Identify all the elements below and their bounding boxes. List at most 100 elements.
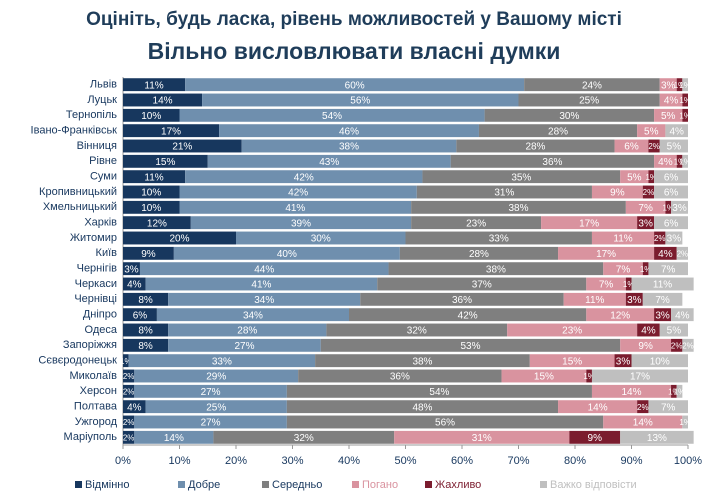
data-label: 34% (243, 310, 263, 321)
bar-segment (213, 430, 395, 444)
data-label: 27% (234, 341, 254, 352)
data-label: 3% (638, 218, 653, 229)
legend-swatch (75, 481, 82, 488)
data-label: 33% (212, 356, 232, 367)
data-label: 6% (133, 310, 148, 321)
bar-segment (185, 78, 525, 92)
bar-segment (405, 231, 592, 245)
bar-segment (648, 400, 688, 414)
bar-segment (190, 216, 412, 230)
data-label: 11% (585, 295, 604, 306)
data-label: 9% (638, 341, 653, 352)
bar-segment (591, 369, 688, 383)
data-label: 38% (508, 203, 528, 214)
data-label: 3% (627, 295, 642, 306)
bar-segment (654, 231, 666, 245)
bar-segment (168, 292, 361, 306)
bar-segment (637, 323, 660, 337)
bar-segment (665, 231, 683, 245)
y-tick-label: Київ (96, 247, 118, 259)
legend-swatch (262, 481, 269, 488)
y-tick-label: Чернівці (74, 293, 117, 305)
bar-segment (123, 246, 174, 260)
bar-segment (202, 93, 519, 107)
bar-segment (654, 308, 672, 322)
bar-segment (123, 216, 191, 230)
bar-segment (168, 338, 321, 352)
bar-segment (450, 154, 655, 168)
bar-segment (399, 246, 559, 260)
legend-label: Добре (188, 479, 220, 491)
bar-segment (631, 277, 694, 291)
data-label: 4% (675, 310, 690, 321)
data-label: 11% (144, 172, 163, 183)
data-label: 28% (237, 326, 257, 337)
bar-segment (123, 170, 186, 184)
data-label: 36% (390, 372, 410, 383)
bar-segment (682, 108, 688, 122)
bar-segment (388, 262, 604, 276)
bar-segment (659, 323, 688, 337)
y-tick-label: Черкаси (75, 278, 117, 290)
data-label: 5% (661, 111, 676, 122)
data-label: 3% (672, 203, 687, 214)
data-label: 6% (624, 142, 639, 153)
bar-segment (620, 338, 672, 352)
data-label: 11% (144, 80, 163, 91)
y-tick-label: Івано-Франківськ (31, 125, 118, 137)
data-label: 4% (664, 96, 679, 107)
bar-segment (625, 200, 666, 214)
data-label: 41% (285, 203, 305, 214)
bar-segment (123, 415, 135, 429)
data-label: 56% (350, 96, 370, 107)
data-label: 11% (613, 234, 632, 245)
bar-segment (676, 384, 683, 398)
chart-subtitle: Вільно висловлювати власні думки (148, 38, 561, 64)
bar-segment (569, 430, 621, 444)
bar-segment (349, 308, 587, 322)
data-label: 3% (667, 234, 682, 245)
data-label: 28% (469, 249, 489, 260)
bar-segment (614, 354, 632, 368)
bar-segment (648, 170, 655, 184)
bar-segment (134, 384, 287, 398)
bar-segment (123, 384, 135, 398)
y-tick-label: Херсон (80, 385, 117, 397)
data-label: 5% (667, 142, 682, 153)
data-label: 28% (525, 142, 545, 153)
legend-label: Погано (362, 479, 398, 491)
bar-segment (123, 338, 169, 352)
bar-segment (591, 231, 655, 245)
data-label: 4% (641, 326, 656, 337)
bar-segment (139, 262, 389, 276)
bar-segment (123, 369, 135, 383)
bar-segment (123, 262, 140, 276)
bar-segment (123, 308, 157, 322)
data-label: 3% (655, 310, 670, 321)
bar-segment (134, 430, 214, 444)
data-label: 23% (466, 218, 486, 229)
data-label: 38% (412, 356, 432, 367)
data-label: 31% (472, 433, 492, 444)
chart-title: Оцініть, будь ласка, рівень можливостей … (86, 9, 622, 30)
legend-swatch (178, 481, 185, 488)
bar-segment (614, 139, 649, 153)
bar-segment (179, 185, 417, 199)
bar-segment (682, 93, 688, 107)
data-label: 5% (644, 126, 659, 137)
bar-segment (360, 292, 564, 306)
data-label: 15% (534, 372, 554, 383)
data-label: 1% (120, 357, 132, 366)
data-label: 14% (633, 418, 653, 429)
bar-segment (134, 415, 287, 429)
data-label: 42% (458, 310, 478, 321)
bar-segment (411, 200, 626, 214)
data-label: 1% (674, 387, 686, 396)
data-label: 42% (288, 188, 308, 199)
bar-segment (676, 154, 683, 168)
data-label: 12% (147, 218, 167, 229)
legend-label: Жахливо (435, 479, 481, 491)
data-label: 17% (596, 249, 616, 260)
bar-segment (671, 384, 677, 398)
data-label: 1% (668, 387, 680, 396)
